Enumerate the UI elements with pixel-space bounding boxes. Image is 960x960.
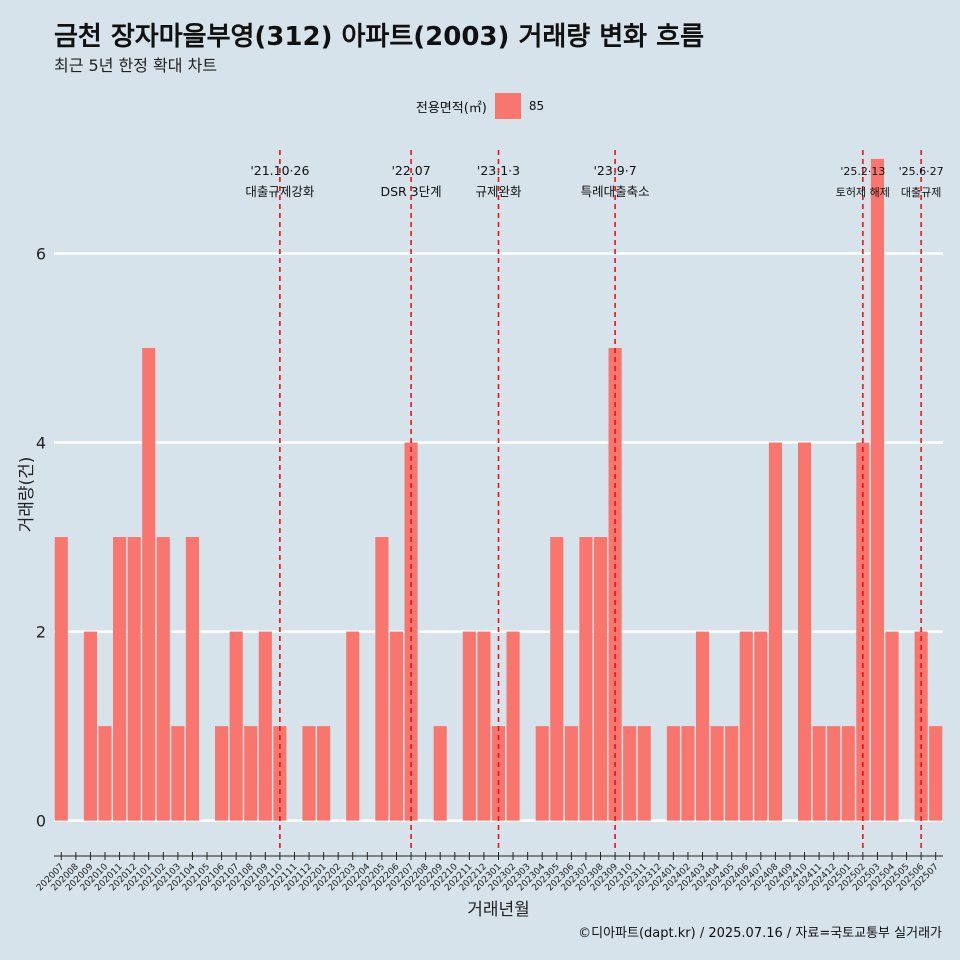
event-label: 대출규제 [901, 186, 941, 199]
legend-swatch [494, 93, 521, 119]
bar-202102 [156, 537, 170, 821]
event-date: '25.6·27 [899, 165, 944, 178]
bar-202406 [739, 631, 753, 821]
bar-202101 [142, 347, 156, 821]
bar-202007 [54, 537, 68, 821]
bar-202412 [827, 726, 841, 821]
bar-202211 [462, 631, 476, 821]
y-tick-label: 0 [36, 812, 46, 831]
bar-202507 [929, 726, 943, 821]
bar-202109 [258, 631, 272, 821]
bar-202405 [725, 726, 739, 821]
bar-202104 [185, 537, 200, 821]
bar-202009 [83, 631, 97, 821]
event-date: '25.2·13 [840, 165, 885, 178]
event-label: 특례대출축소 [581, 184, 650, 199]
bar-202206 [389, 631, 404, 821]
x-axis-title: 거래년월 [467, 900, 530, 920]
bar-202411 [812, 726, 826, 821]
bar-202403 [695, 631, 710, 821]
bar-202308 [593, 537, 608, 821]
bar-202404 [710, 726, 724, 821]
y-tick-label: 2 [36, 623, 46, 642]
bar-202010 [98, 726, 112, 821]
bar-202209 [433, 726, 447, 821]
bar-202212 [477, 631, 491, 821]
bar-202304 [535, 726, 549, 821]
bar-202501 [841, 726, 855, 821]
bar-202108 [244, 726, 258, 821]
event-label: 규제완화 [475, 184, 522, 199]
event-date: '23.1·3 [477, 163, 520, 178]
bar-202205 [375, 537, 389, 821]
event-date: '23.9·7 [593, 163, 636, 178]
chart-subtitle: 최근 5년 한정 확대 차트 [54, 56, 218, 75]
bar-202106 [215, 726, 229, 821]
bar-202306 [564, 726, 578, 821]
bar-202407 [754, 631, 768, 821]
legend-label: 85 [528, 99, 545, 113]
event-label: DSR 3단계 [380, 184, 441, 199]
bar-202201 [317, 726, 331, 821]
bar-202503 [870, 158, 884, 821]
bar-202305 [550, 537, 564, 821]
bar-202311 [637, 726, 651, 821]
legend: 전용면적(㎡) 85 [0, 93, 960, 119]
bar-202401 [666, 726, 680, 821]
y-tick-label: 4 [36, 434, 46, 453]
bar-202408 [768, 442, 782, 821]
y-axis-title: 거래량(건) [17, 457, 37, 533]
legend-title: 전용면적(㎡) [415, 100, 487, 116]
bar-202107 [229, 631, 243, 821]
bar-202012 [127, 537, 141, 821]
bar-202011 [113, 537, 127, 821]
chart-title: 금천 장자마을부영(312) 아파트(2003) 거래량 변화 흐름 [54, 22, 704, 52]
bar-202112 [302, 726, 316, 821]
bar-202103 [171, 726, 185, 821]
source-caption: ©디아파트(dapt.kr) / 2025.07.16 / 자료=국토교통부 실… [578, 926, 942, 941]
event-date: '21.10·26 [250, 163, 309, 178]
event-label: 대출규제강화 [245, 184, 315, 199]
bar-202310 [623, 726, 637, 821]
bar-202307 [579, 537, 593, 821]
bar-202410 [797, 442, 812, 821]
bar-202203 [346, 631, 360, 821]
bar-202504 [885, 631, 899, 821]
bar-202402 [681, 726, 695, 821]
bar-202302 [506, 631, 520, 821]
event-date: '22.07 [391, 163, 430, 178]
y-tick-label: 6 [36, 244, 46, 263]
event-label: 토허제 해제 [836, 185, 890, 199]
